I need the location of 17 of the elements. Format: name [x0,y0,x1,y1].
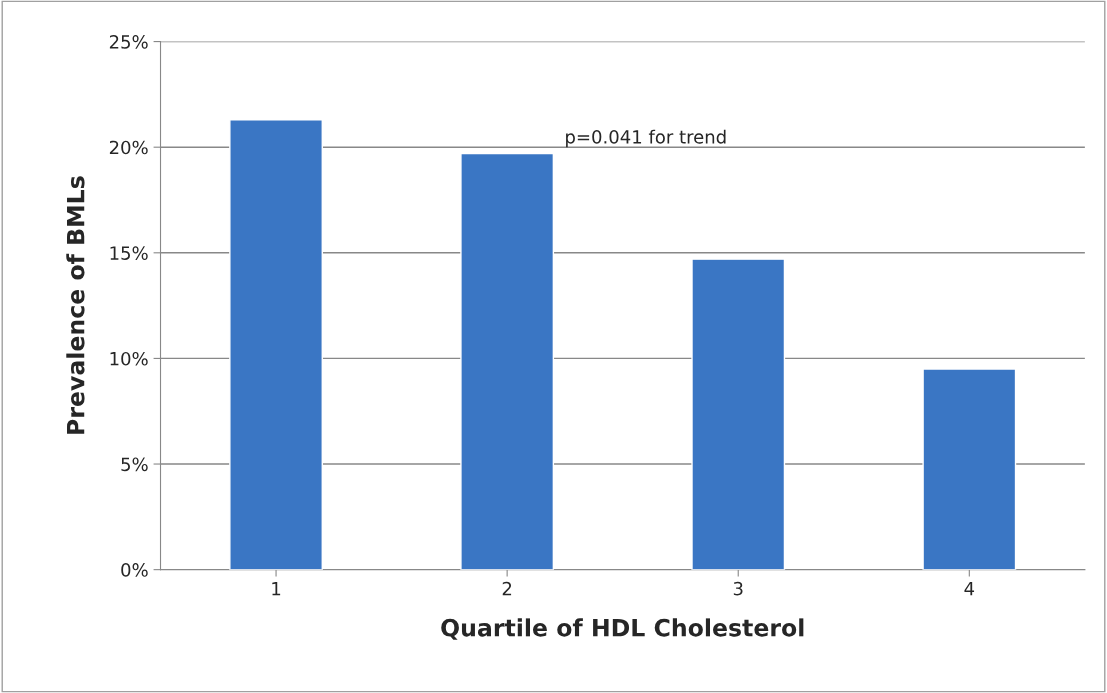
x-tick-label: 3 [733,581,743,596]
bar [922,368,1017,570]
y-axis-title: Prevalence of BMLs [66,176,85,434]
y-tick-label: 15% [110,246,148,260]
y-tick-label: 0% [121,563,148,577]
y-tick-label: 5% [121,457,148,472]
y-tick-label: 10% [110,351,148,366]
x-tick-label: 4 [964,582,975,596]
bar [460,152,555,570]
x-tick-label: 1 [272,582,281,596]
y-tick-label: 20% [109,140,148,155]
x-tick-label: 2 [502,581,512,596]
bar [229,119,323,570]
y-tick-label: 25% [109,35,148,49]
bar [691,258,786,570]
x-axis-title: Quartile of HDL Cholesterol [441,618,804,640]
annotation: p=0.041 for trend [566,129,726,148]
